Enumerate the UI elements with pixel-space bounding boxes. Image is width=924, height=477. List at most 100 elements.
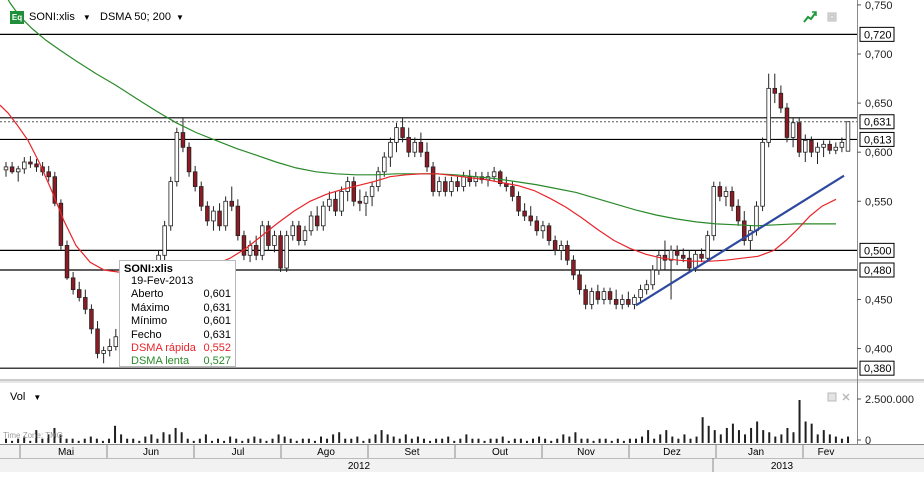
candle-body [839,141,845,148]
volume-bar [701,417,704,443]
volume-bar [319,436,322,443]
candle-body [235,205,241,237]
volume-bar [386,434,389,443]
month-label: Jan [748,447,764,458]
volume-bar [586,438,589,443]
volume-bar [223,440,226,443]
volume-bar [301,438,304,443]
candle-body [424,151,430,168]
volume-bar [683,434,686,443]
candle-body [613,299,619,305]
volume-bar [95,438,98,443]
candle-body [101,350,106,354]
price-level-label: 0,480 [864,265,892,277]
volume-bar [798,400,801,443]
candle-body [321,205,326,227]
price-level-box [859,114,895,130]
candle-body [260,225,265,256]
price-tick-label: 0,550 [865,196,893,208]
candle-body [314,215,320,227]
volume-bar [144,436,147,443]
month-label: Out [492,447,508,458]
panel-restore-icon[interactable] [827,392,837,402]
volume-bar [525,440,528,443]
candle-body [302,230,308,241]
candle-body [546,225,552,241]
tooltip-row: Fecho 0,631 [124,329,231,342]
volume-bar [35,430,38,443]
volume-bar [180,432,183,443]
candle-body [308,215,314,232]
volume-bar [265,440,268,443]
volume-bar [326,438,329,443]
candle-body [192,171,198,187]
volume-bar [392,436,395,443]
volume-bar [556,438,559,443]
volume-bar [435,438,438,443]
volume-bar [592,440,595,443]
trend-tool-icon[interactable] [803,11,817,23]
indicator-selector[interactable]: DSMA 50; 200 ▼ [100,9,184,25]
volume-bar [834,436,837,443]
tooltip-label: Fecho [131,328,162,341]
candle-body [668,249,674,261]
price-level-box [859,360,895,376]
volume-bar [132,438,135,443]
volume-bar [5,438,7,443]
month-label: Nov [577,447,595,458]
volume-panel-title[interactable]: Vol ▼ [10,391,41,403]
candle-body [205,205,210,222]
candle-body [565,245,570,261]
candle-body [760,141,765,207]
year-label: 2012 [348,461,371,472]
volume-bar [453,440,456,443]
close-icon[interactable] [841,392,851,402]
candle-body [58,202,64,246]
tooltip-value: 0,527 [203,355,231,368]
volume-bar [368,438,371,443]
volume-bar [804,421,807,443]
volume-bar [737,430,740,443]
candle-body [34,163,39,168]
slow-moving-average-line [7,0,836,227]
volume-bar [259,438,262,443]
volume-bar [271,438,274,443]
candle-body [638,289,643,298]
volume-bar [465,434,468,443]
volume-bar [756,421,759,443]
volume-bar [489,438,492,443]
volume-bar [568,436,571,443]
volume-bar [83,438,86,443]
tooltip-date: 19-Fev-2013 [131,275,194,287]
volume-bar [192,440,195,443]
candle-body [430,166,436,192]
volume-bar [253,436,256,443]
tooltip-value: 0,601 [203,288,231,301]
volume-bar [840,438,843,443]
volume-bar [247,438,250,443]
indicator-label: DSMA 50; 200 [100,11,171,23]
volume-bar [229,436,232,443]
candle-body [76,289,82,298]
candle-body [400,127,405,138]
window-restore-icon[interactable] [827,12,837,22]
candle-body [186,146,192,173]
candle-body [418,141,424,153]
volume-bar [277,434,280,443]
candle-body [345,181,350,192]
price-level-label: 0,613 [864,134,892,146]
timezone-label: Time Zone: TMG [3,431,64,440]
volume-bar [313,440,316,443]
candle-body [64,245,70,279]
volume-bar [519,438,522,443]
candle-body [833,146,839,151]
symbol-selector[interactable]: SONI:xlis ▼ [29,11,91,23]
price-tick-label: 0,450 [865,294,893,306]
price-level-box [859,242,895,258]
volume-bar [507,440,510,443]
volume-bar [689,438,692,443]
candle-body [46,171,51,178]
volume-bar [768,432,771,443]
chevron-down-icon: ▼ [175,12,184,22]
tooltip-label: DSMA rápida [131,341,196,354]
